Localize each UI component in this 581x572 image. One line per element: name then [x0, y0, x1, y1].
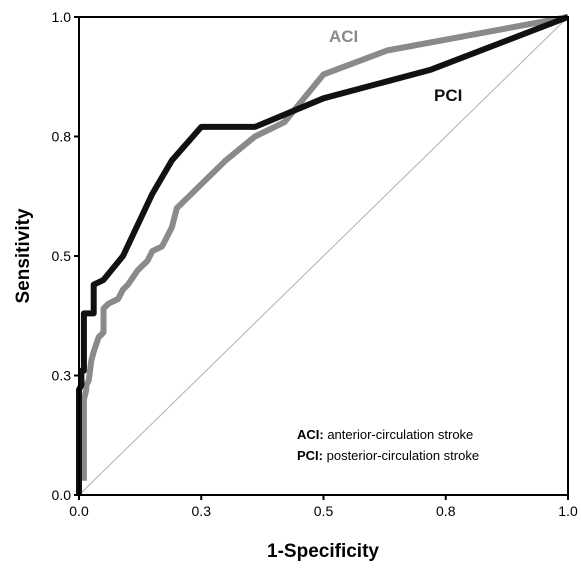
series-line-aci: [80, 14, 569, 481]
x-tick-label: 0.3: [192, 503, 212, 519]
x-tick-label: 0.8: [436, 503, 456, 519]
legend-text-aci: anterior-circulation stroke: [324, 427, 474, 442]
y-tick-label: 0.5: [52, 248, 72, 264]
y-axis-label: Sensitivity: [13, 208, 34, 303]
series-label-pci: PCI: [434, 86, 462, 105]
legend-key-aci: ACI:: [297, 427, 324, 442]
series-line-pci: [76, 14, 570, 495]
y-tick-label: 0.8: [52, 129, 72, 145]
x-tick-label: 1.0: [558, 503, 578, 519]
x-tick-label: 0.0: [69, 503, 89, 519]
y-tick-label: 0.0: [52, 487, 72, 503]
legend-line-aci: ACI: anterior-circulation stroke: [297, 427, 473, 442]
y-tick-label: 1.0: [52, 9, 72, 25]
series-label-aci: ACI: [329, 27, 358, 46]
legend-text-pci: posterior-circulation stroke: [323, 448, 479, 463]
x-axis-label: 1-Specificity: [267, 541, 379, 562]
y-tick-label: 0.3: [52, 368, 72, 384]
legend-line-pci: PCI: posterior-circulation stroke: [297, 448, 479, 463]
legend-key-pci: PCI:: [297, 448, 323, 463]
reference-diagonal-line: [78, 16, 569, 496]
x-tick-label: 0.5: [314, 503, 334, 519]
